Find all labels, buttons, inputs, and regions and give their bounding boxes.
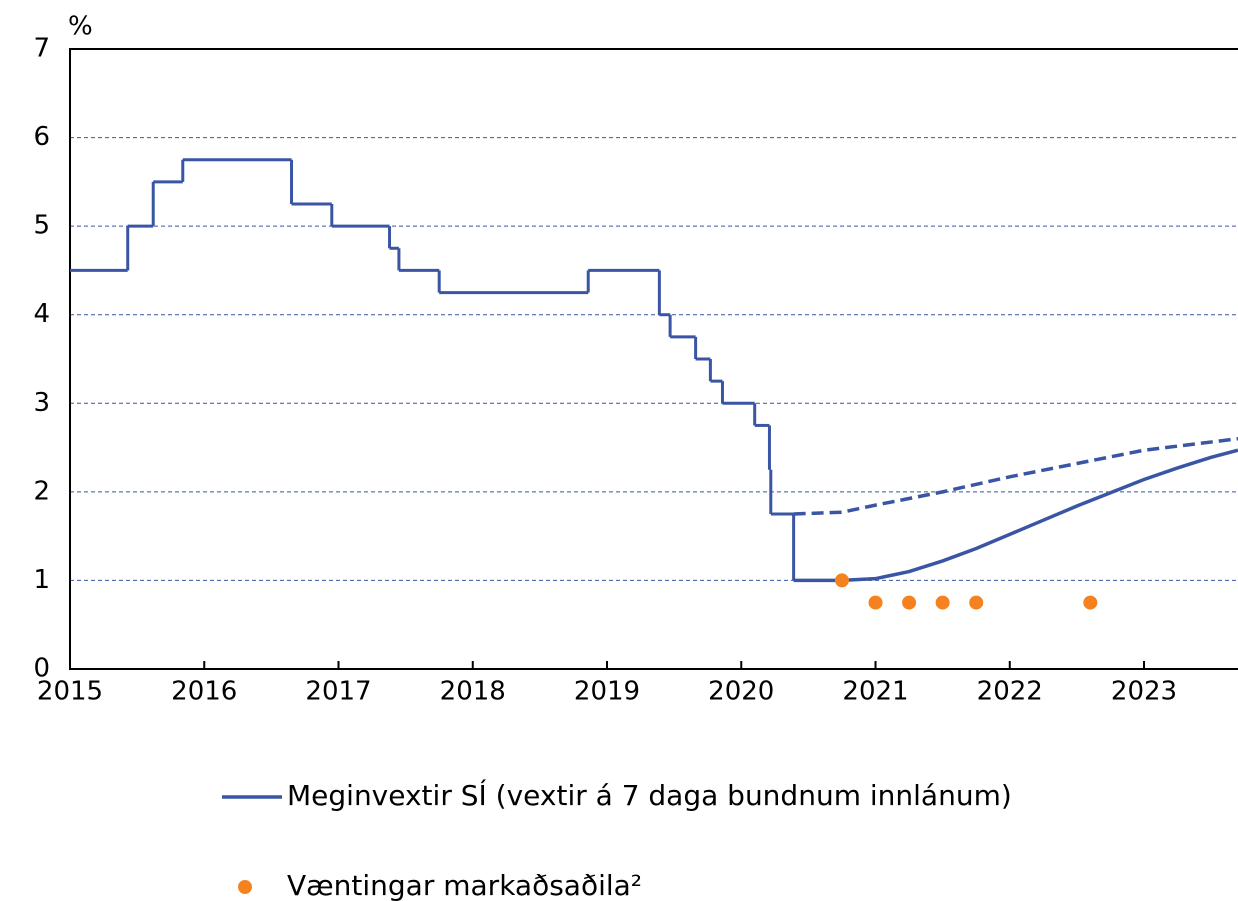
y-tick-label: 3: [33, 388, 50, 418]
x-tick-label: 2016: [171, 677, 237, 707]
plot-frame: [69, 48, 1238, 670]
x-tick-label: 2023: [1111, 677, 1177, 707]
legend-label: Meginvextir SÍ (vextir á 7 daga bundnum …: [287, 778, 1012, 812]
point: [935, 595, 950, 610]
x-tick-label: 2018: [440, 677, 506, 707]
y-tick-label: 5: [33, 211, 50, 241]
y-tick-label: 6: [33, 122, 50, 152]
x-tick-label: 2020: [708, 677, 774, 707]
point: [969, 595, 984, 610]
x-tick-label: 2021: [842, 677, 908, 707]
y-tick-label: 2: [33, 476, 50, 506]
legend-marker: [238, 880, 252, 894]
y-unit-label: %: [68, 12, 93, 42]
dashed-line: [793, 436, 1238, 516]
x-tick-label: 2015: [37, 677, 103, 707]
point: [902, 595, 917, 610]
point: [1083, 595, 1098, 610]
y-tick-label: 7: [33, 34, 50, 64]
point: [834, 573, 849, 588]
x-tick-label: 2022: [977, 677, 1043, 707]
line: [793, 448, 1238, 583]
x-tick-label: 2017: [305, 677, 371, 707]
point: [868, 595, 883, 610]
x-tick-label: 2019: [574, 677, 640, 707]
legend-label: Væntingar markaðsaðila²: [287, 869, 642, 901]
y-tick-label: 1: [33, 565, 50, 595]
y-tick-label: 4: [33, 299, 50, 329]
y-tick-label: 0: [33, 654, 50, 684]
